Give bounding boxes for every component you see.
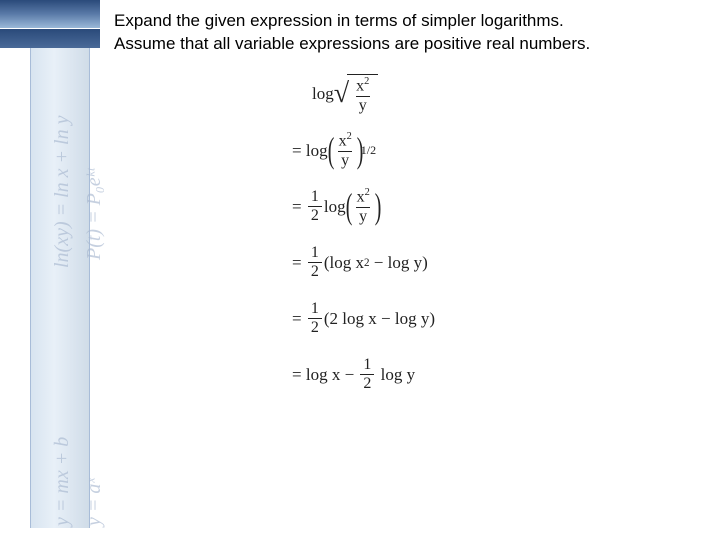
instruction-line-1: Expand the given expression in terms of …	[114, 11, 564, 30]
sqrt-body: x2 y	[347, 74, 378, 115]
coef-den: 2	[308, 262, 322, 281]
header-sky	[0, 0, 100, 28]
fraction: x2 y	[354, 188, 373, 226]
exp-2: 2	[347, 131, 352, 142]
inner-coef: 2	[330, 309, 339, 329]
header-image	[0, 0, 100, 48]
sidebar: ln(xy) = ln x + ln y P(t) = P₀eᵏᵗ y = mx…	[30, 48, 90, 528]
exp-2: 2	[365, 187, 370, 198]
fraction: x2 y	[353, 77, 372, 115]
instruction-line-2: Assume that all variable expressions are…	[114, 34, 590, 53]
instruction-text: Expand the given expression in terms of …	[114, 10, 700, 56]
coef-den: 2	[308, 318, 322, 337]
coef-num: 1	[360, 357, 374, 375]
left-paren-icon: (	[327, 138, 334, 163]
coef-fraction: 1 2	[308, 189, 322, 226]
sidebar-formula-1: ln(xy) = ln x + ln y	[51, 116, 74, 269]
left-paren-icon: (	[345, 194, 352, 219]
sidebar-formula-3: y = mx + b	[51, 437, 74, 526]
math-step-3: = 1 2 log ( x2 y )	[292, 187, 700, 227]
coef-fraction: 1 2	[308, 301, 322, 338]
coef-fraction: 1 2	[308, 245, 322, 282]
log-y: log y	[381, 365, 415, 385]
right-paren: )	[422, 253, 428, 273]
numerator-x: x	[339, 132, 347, 149]
equals-sign: =	[292, 309, 302, 329]
log-y: log y	[388, 253, 422, 273]
sqrt-expression: √ x2 y	[334, 74, 379, 115]
equals-sign: =	[292, 253, 302, 273]
numerator-x: x	[356, 77, 364, 94]
minus-sign: −	[345, 365, 355, 385]
coef-den: 2	[308, 206, 322, 225]
right-paren-icon: )	[374, 194, 381, 219]
math-step-4: = 1 2 ( log x2 − log y )	[292, 243, 700, 283]
math-step-6: = log x − 1 2 log y	[292, 355, 700, 395]
equals-sign: =	[292, 141, 302, 161]
equals-sign: =	[292, 197, 302, 217]
sidebar-formula-2: P(t) = P₀eᵏᵗ	[83, 168, 106, 260]
header-water	[0, 28, 100, 48]
numerator-x: x	[357, 188, 365, 205]
right-paren-icon: )	[356, 138, 363, 163]
coef-num: 1	[308, 301, 322, 319]
sidebar-formula-4: y = aˣ	[83, 478, 106, 526]
math-step-5: = 1 2 ( 2 log x − log y )	[292, 299, 700, 339]
denominator-y: y	[338, 151, 352, 170]
math-derivation: log √ x2 y = log ( x2 y ) 1/2	[292, 74, 700, 395]
coef-num: 1	[308, 245, 322, 263]
math-step-2: = log ( x2 y ) 1/2	[292, 131, 700, 171]
coef-den: 2	[360, 374, 374, 393]
exp-2: 2	[364, 76, 369, 87]
minus-sign: −	[374, 253, 384, 273]
log-op: log	[324, 197, 346, 217]
log-y: log y	[395, 309, 429, 329]
log-x: log x	[342, 309, 376, 329]
fraction: x2 y	[336, 132, 355, 170]
minus-sign: −	[381, 309, 391, 329]
denominator-y: y	[356, 96, 370, 115]
exp-2: 2	[364, 257, 370, 269]
log-op: log	[312, 84, 334, 104]
denominator-y: y	[356, 207, 370, 226]
coef-fraction: 1 2	[360, 357, 374, 394]
equals-sign: =	[292, 365, 302, 385]
log-x: log x	[330, 253, 364, 273]
log-op: log	[306, 141, 328, 161]
log-x: log x	[306, 365, 340, 385]
right-paren: )	[429, 309, 435, 329]
coef-num: 1	[308, 189, 322, 207]
main-content: Expand the given expression in terms of …	[114, 10, 700, 411]
math-step-1: log √ x2 y	[312, 74, 700, 115]
